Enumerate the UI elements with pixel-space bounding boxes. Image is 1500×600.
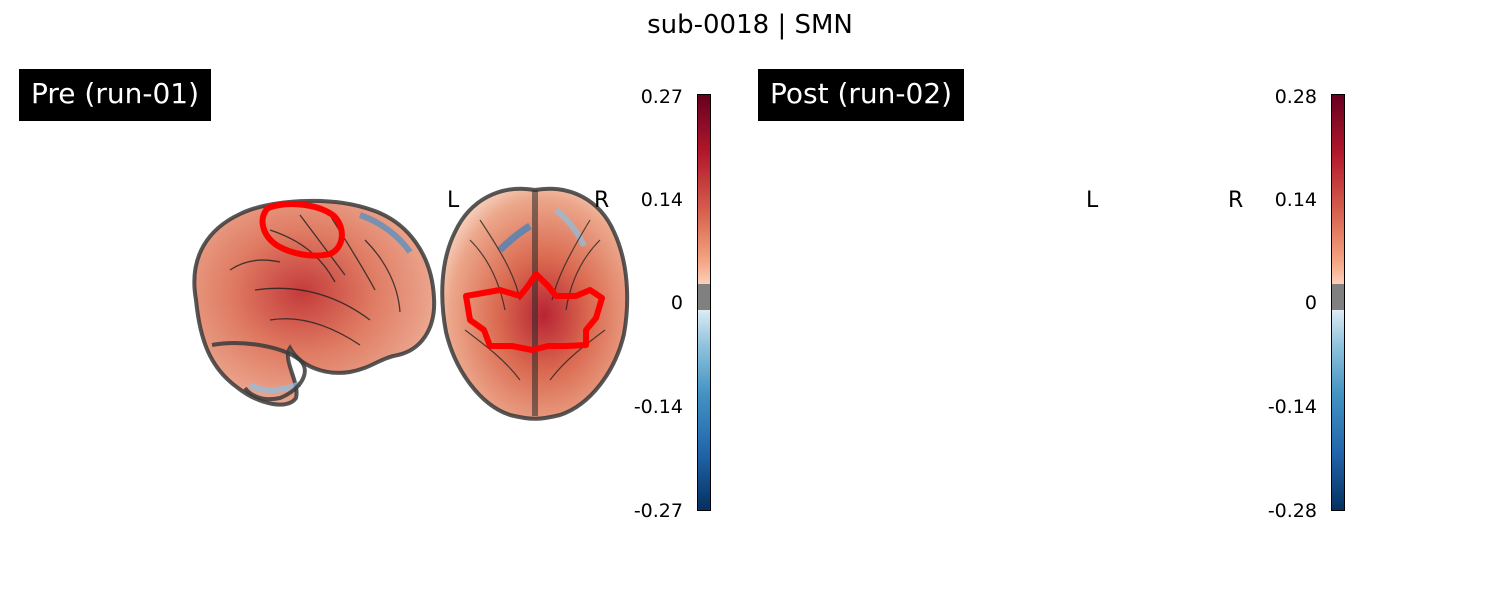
negative-blob — [358, 212, 413, 254]
roi-outline-sagittal — [259, 201, 345, 259]
colorbar-tick: -0.14 — [633, 396, 683, 418]
roi-outline-axial — [463, 271, 605, 353]
panel-pre: Pre (run-01) — [19, 69, 711, 522]
colorbar-tick: 0.14 — [640, 189, 683, 211]
axial-view — [440, 186, 630, 421]
colorbar-tick: 0 — [670, 292, 683, 314]
colorbar-tick: -0.27 — [633, 500, 683, 522]
colorbar-tick: 0.14 — [1274, 189, 1317, 211]
colorbar-tick: 0 — [1304, 292, 1317, 314]
orientation-left-label: L — [447, 188, 460, 213]
sagittal-brain-outline — [192, 198, 437, 407]
colorbar-threshold-band — [1332, 284, 1344, 310]
colorbar-threshold-band — [698, 284, 710, 310]
figure-title: sub-0018 | SMN — [647, 10, 853, 40]
sagittal-view — [192, 198, 437, 407]
panel-post: Post (run-02) — [750, 0, 1500, 600]
colorbar-tick: -0.28 — [1267, 500, 1317, 522]
negative-blob — [248, 381, 302, 394]
colorbar-tick: -0.14 — [1267, 396, 1317, 418]
orientation-left-label: L — [1086, 188, 1099, 213]
negative-blob — [554, 207, 587, 248]
panel-label: Pre (run-01) — [19, 69, 211, 121]
colorbar-tick: 0.28 — [1274, 86, 1317, 108]
colorbar — [697, 94, 711, 511]
cerebellum-outline — [211, 341, 307, 402]
colorbar — [1331, 94, 1345, 511]
panel-label: Post (run-02) — [758, 69, 965, 121]
orientation-right-label: R — [594, 188, 610, 213]
brain-glass-views — [192, 186, 630, 421]
colorbar-tick: 0.27 — [640, 86, 683, 108]
orientation-right-label: R — [1228, 188, 1244, 213]
sulci-lines — [229, 214, 401, 346]
negative-blob — [497, 222, 532, 253]
brain-glass-views — [750, 0, 1500, 600]
